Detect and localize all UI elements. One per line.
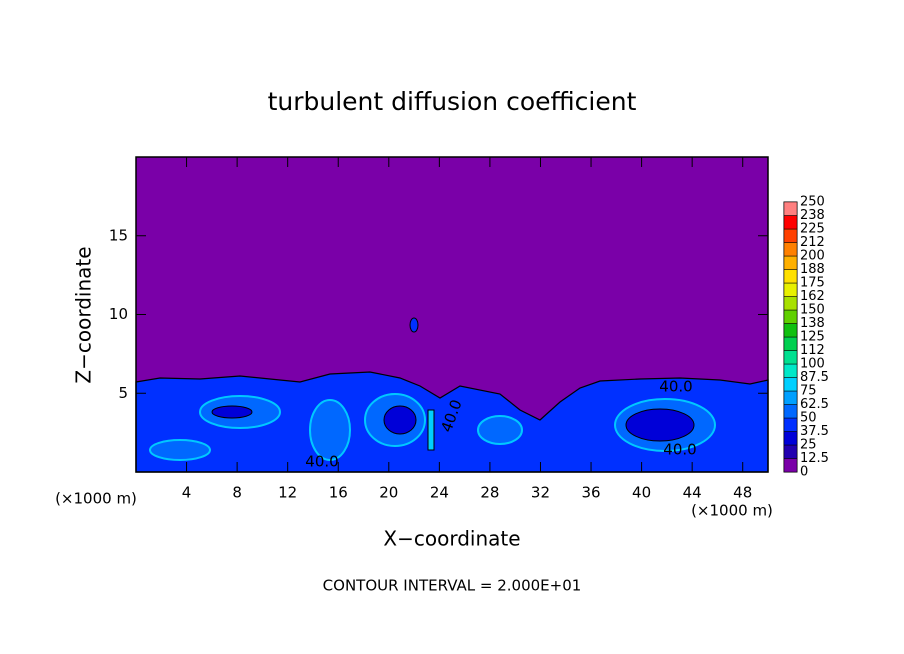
y-tick-label: 15 — [109, 226, 128, 244]
colorbar-band — [783, 323, 798, 338]
colorbar-label: 12.5 — [800, 451, 829, 466]
y-tick-label: 10 — [109, 305, 128, 323]
colorbar-label: 138 — [800, 316, 825, 331]
colorbar-band — [783, 309, 798, 324]
x-tick-label: 8 — [232, 484, 242, 502]
x-tick-label: 32 — [531, 484, 550, 502]
colorbar-label: 62.5 — [800, 397, 829, 412]
x-tick-label: 48 — [733, 484, 752, 502]
colorbar-label: 37.5 — [800, 424, 829, 439]
x-axis-label: X−coordinate — [383, 527, 520, 551]
colorbar-band — [783, 404, 798, 419]
colorbar-label: 150 — [800, 303, 825, 318]
contour-label: 40.0 — [305, 453, 338, 471]
x-tick-label: 40 — [632, 484, 651, 502]
x-tick-label: 16 — [329, 484, 348, 502]
footer-note: CONTOUR INTERVAL = 2.000E+01 — [323, 577, 582, 595]
colorbar-label: 162 — [800, 289, 825, 304]
field-cores — [211, 405, 695, 442]
colorbar-band — [783, 242, 798, 257]
colorbar-label: 225 — [800, 222, 825, 237]
colorbar-band — [783, 269, 798, 284]
colorbar-label: 175 — [800, 276, 825, 291]
colorbar-band — [783, 363, 798, 378]
colorbar-band — [783, 282, 798, 297]
axis-scale-label: (×1000 m) — [691, 502, 773, 520]
field-feature — [427, 409, 435, 451]
colorbar-band — [783, 336, 798, 351]
colorbar-band — [783, 431, 798, 446]
field-region — [135, 371, 769, 473]
x-tick-label: 44 — [683, 484, 702, 502]
colorbar-label: 112 — [800, 343, 825, 358]
colorbar-band — [783, 444, 798, 459]
contour-label: 40.0 — [663, 441, 696, 459]
colorbar-band — [783, 296, 798, 311]
x-tick-label: 20 — [379, 484, 398, 502]
colorbar-band — [783, 228, 798, 243]
colorbar-band — [783, 201, 798, 216]
axis-scale-label: (×1000 m) — [55, 490, 137, 508]
colorbar-label: 25 — [800, 438, 817, 453]
x-tick-label: 28 — [480, 484, 499, 502]
colorbar-band — [783, 377, 798, 392]
colorbar-label: 212 — [800, 235, 825, 250]
x-tick-label: 36 — [581, 484, 600, 502]
colorbar-band — [783, 390, 798, 405]
contour-field — [135, 157, 769, 473]
colorbar-band — [783, 350, 798, 365]
contour-label: 40.0 — [659, 378, 692, 396]
x-tick-label: 12 — [278, 484, 297, 502]
colorbar-band — [783, 215, 798, 230]
colorbar-label: 87.5 — [800, 370, 829, 385]
colorbar-label: 100 — [800, 357, 825, 372]
x-tick-label: 4 — [182, 484, 192, 502]
y-axis-label: Z−coordinate — [72, 246, 96, 383]
chart-title: turbulent diffusion coefficient — [268, 87, 637, 116]
y-tick-label: 5 — [118, 384, 128, 402]
colorbar-label: 125 — [800, 330, 825, 345]
colorbar-label: 250 — [800, 195, 825, 210]
x-tick-label: 24 — [430, 484, 449, 502]
colorbar-label: 200 — [800, 249, 825, 264]
colorbar-label: 188 — [800, 262, 825, 277]
colorbar-label: 50 — [800, 411, 817, 426]
colorbar-label: 75 — [800, 384, 817, 399]
colorbar-band — [783, 255, 798, 270]
field-feature — [409, 317, 419, 333]
colorbar-label: 238 — [800, 208, 825, 223]
colorbar-band — [783, 417, 798, 432]
colorbar-label: 0 — [800, 465, 808, 480]
colorbar-band — [783, 458, 798, 473]
